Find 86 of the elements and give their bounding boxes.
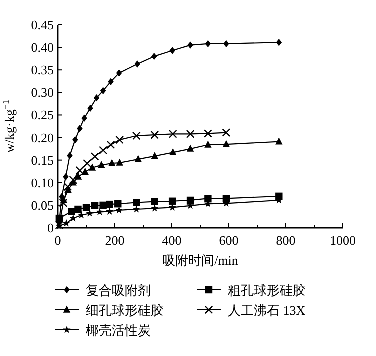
- point: [82, 168, 89, 175]
- point: [168, 198, 176, 205]
- point: [276, 38, 282, 46]
- point: [108, 159, 116, 166]
- point: [170, 148, 177, 156]
- point: [96, 208, 104, 216]
- x-tick-label: 800: [276, 233, 296, 248]
- point: [76, 166, 84, 175]
- point: [186, 144, 194, 152]
- point: [99, 146, 108, 155]
- point: [90, 152, 100, 161]
- y-tick-label: 0.30: [31, 85, 54, 100]
- point: [86, 210, 94, 217]
- point: [88, 104, 94, 112]
- point: [132, 206, 140, 213]
- point: [106, 140, 116, 150]
- point: [100, 202, 107, 210]
- point: [188, 42, 194, 49]
- point: [224, 40, 230, 48]
- x-tick-label: 1000: [330, 233, 356, 248]
- point: [132, 132, 141, 140]
- legend-label: 人工沸石 13X: [228, 303, 306, 318]
- point: [69, 176, 78, 184]
- point: [150, 130, 160, 140]
- legend-label: 粗孔球形硅胶: [228, 283, 306, 298]
- point: [70, 214, 78, 222]
- point: [78, 211, 86, 219]
- y-tick-label: 0.15: [31, 152, 54, 168]
- point: [116, 158, 124, 166]
- legend-label: 椰壳活性炭: [86, 323, 151, 338]
- point: [168, 130, 178, 138]
- point: [98, 161, 106, 168]
- x-tick-label: 600: [219, 233, 239, 248]
- x-axis-title: 吸附时间/min: [162, 253, 239, 268]
- point: [82, 114, 88, 122]
- point: [276, 138, 283, 145]
- point: [100, 87, 106, 94]
- point: [116, 70, 122, 77]
- point: [134, 60, 140, 68]
- point: [88, 164, 96, 171]
- point: [151, 52, 158, 60]
- point: [151, 204, 159, 212]
- point: [67, 152, 73, 160]
- point: [106, 208, 114, 215]
- point: [186, 196, 194, 204]
- point: [83, 159, 92, 168]
- point: [74, 206, 82, 214]
- point: [134, 155, 142, 162]
- y-tick-label: 0: [48, 220, 54, 236]
- point: [91, 202, 99, 210]
- y-tick-label: 0.25: [31, 108, 54, 123]
- x-tick-label: 200: [105, 233, 125, 248]
- point: [62, 220, 70, 227]
- point: [114, 200, 122, 208]
- point: [133, 199, 140, 206]
- point: [204, 195, 212, 202]
- point: [204, 140, 212, 148]
- point: [205, 40, 212, 48]
- y-tick-label: 0.35: [31, 62, 54, 78]
- point: [63, 173, 69, 181]
- point: [204, 130, 212, 138]
- point: [170, 47, 176, 54]
- y-tick-label: 0.10: [31, 175, 54, 190]
- point: [82, 204, 90, 212]
- legend-label: 复合吸附剂: [86, 283, 151, 298]
- point: [108, 78, 114, 86]
- point: [106, 200, 114, 208]
- point: [77, 125, 83, 132]
- y-tick-label: 0.05: [31, 198, 54, 213]
- point: [116, 136, 124, 144]
- point: [168, 204, 176, 211]
- point: [222, 140, 230, 148]
- point: [222, 128, 231, 138]
- point: [186, 130, 195, 138]
- y-tick-label: 0.45: [31, 18, 54, 32]
- y-tick-label: 0.20: [31, 130, 54, 146]
- y-tick-label: 0.40: [31, 40, 54, 56]
- point: [72, 136, 78, 144]
- point: [68, 208, 76, 216]
- point: [74, 172, 82, 180]
- point: [222, 195, 230, 202]
- point: [94, 94, 100, 102]
- point: [151, 152, 158, 160]
- point: [151, 198, 158, 206]
- x-tick-label: 400: [162, 233, 182, 248]
- legend-label: 细孔球形硅胶: [86, 303, 164, 318]
